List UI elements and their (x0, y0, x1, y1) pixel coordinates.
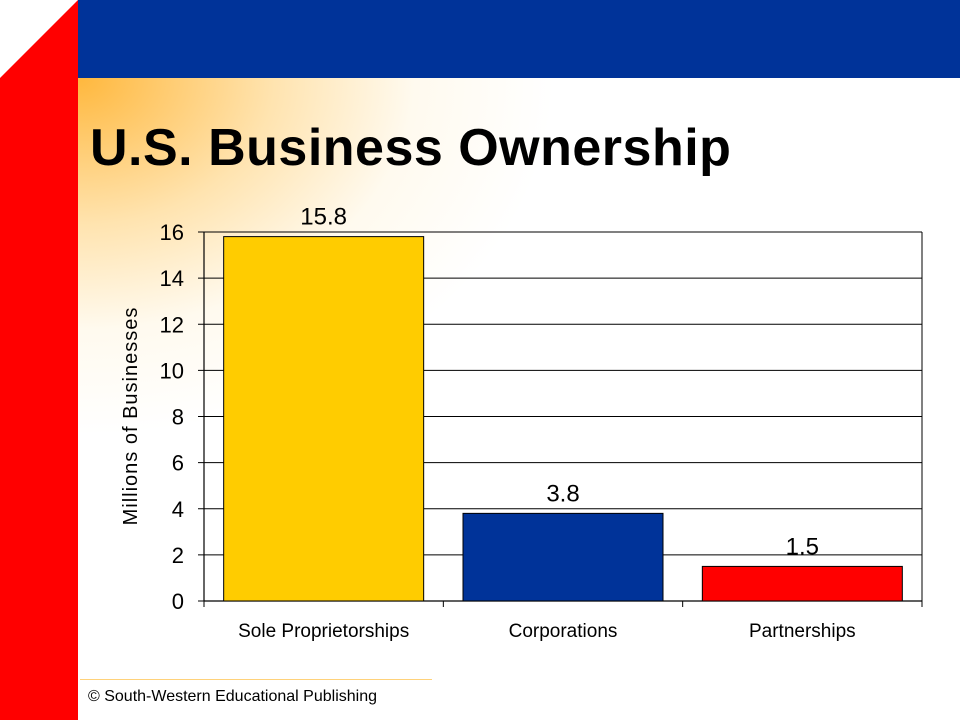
data-label: 15.8 (300, 204, 347, 231)
bar (462, 512, 664, 602)
copyright-footer: © South-Western Educational Publishing (88, 688, 377, 705)
y-axis-title: Millions of Businesses (120, 307, 142, 526)
y-tick-label: 12 (160, 312, 184, 337)
x-tick-label: Sole Proprietorships (238, 621, 409, 642)
y-tick-label: 10 (160, 358, 184, 383)
top-accent-band (78, 0, 960, 78)
corner-triangle (0, 0, 78, 78)
footer-divider (80, 679, 432, 680)
left-accent-band (0, 0, 78, 720)
y-tick-label: 14 (160, 266, 184, 291)
y-tick-label: 8 (172, 405, 184, 430)
bar (701, 565, 903, 602)
data-label: 3.8 (546, 480, 579, 507)
data-label: 1.5 (786, 533, 819, 560)
x-tick-label: Corporations (509, 621, 618, 642)
bar (223, 236, 425, 602)
y-tick-label: 0 (172, 589, 184, 614)
y-tick-label: 4 (172, 497, 184, 522)
y-tick-label: 6 (172, 451, 184, 476)
x-tick-label: Partnerships (749, 621, 856, 642)
y-tick-label: 16 (160, 220, 184, 245)
slide-title: U.S. Business Ownership (90, 119, 732, 177)
y-tick-label: 2 (172, 543, 184, 568)
